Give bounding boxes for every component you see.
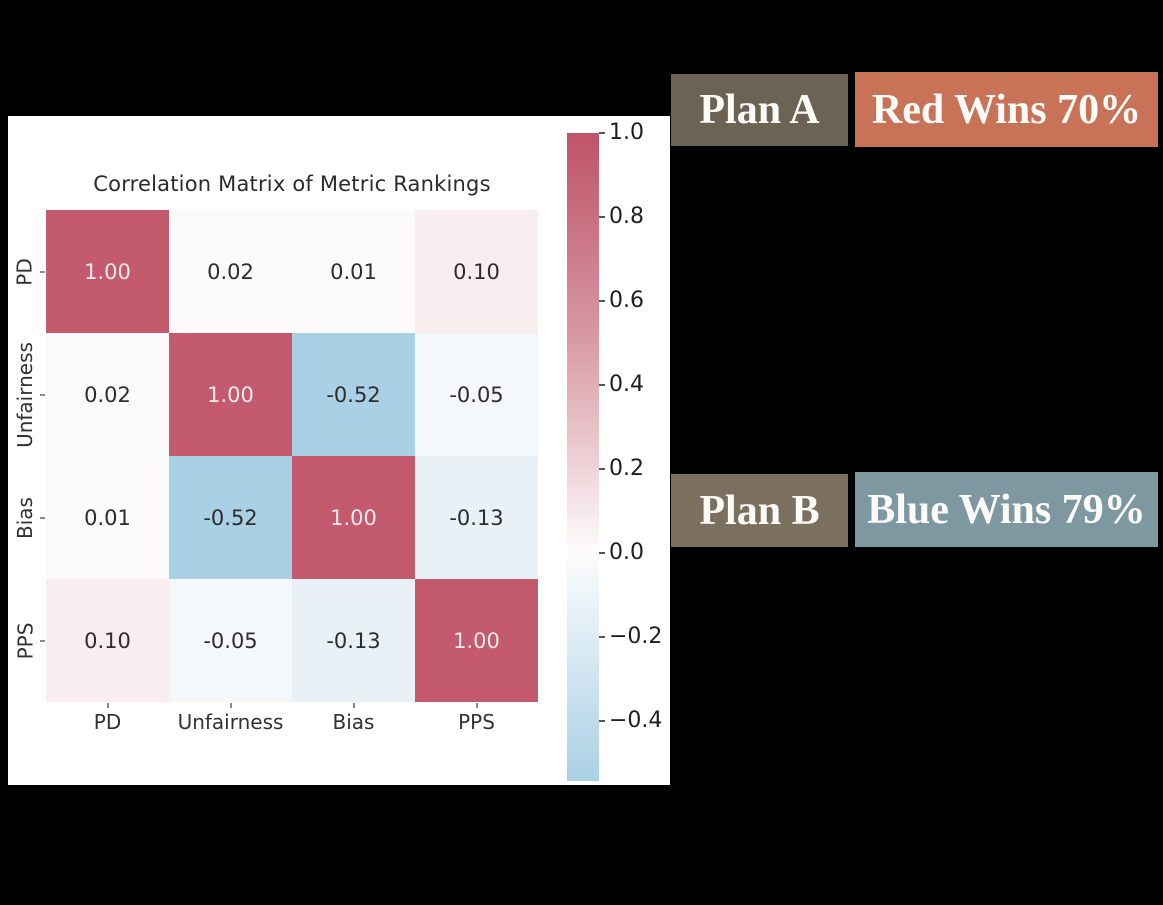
y-axis-label: Bias bbox=[13, 496, 38, 539]
colorbar-tick-label: 0.4 bbox=[609, 372, 644, 397]
colorbar-tick bbox=[599, 552, 605, 554]
y-axis-tick bbox=[40, 271, 45, 273]
y-axis-tick bbox=[40, 517, 45, 519]
x-axis-label: PD bbox=[93, 710, 122, 734]
colorbar-tick bbox=[599, 468, 605, 470]
heatmap-cell: 1.00 bbox=[169, 333, 292, 456]
blue-wins-label: Blue Wins 79% bbox=[867, 486, 1146, 533]
colorbar-tick bbox=[599, 636, 605, 638]
colorbar-tick bbox=[599, 384, 605, 386]
colorbar-tick-label: 0.0 bbox=[609, 540, 644, 565]
x-axis-tick bbox=[107, 703, 109, 708]
colorbar-tick-label: 0.2 bbox=[609, 456, 644, 481]
x-axis-tick bbox=[353, 703, 355, 708]
colorbar-tick bbox=[599, 132, 605, 134]
heatmap-cell: 0.02 bbox=[46, 333, 169, 456]
heatmap-cell: -0.13 bbox=[415, 456, 538, 579]
plan-b-tag: Plan B bbox=[671, 474, 848, 547]
red-wins-label: Red Wins 70% bbox=[871, 86, 1142, 133]
heatmap-cell: 1.00 bbox=[46, 210, 169, 333]
heatmap-cell: -0.13 bbox=[292, 579, 415, 702]
heatmap-cell: 1.00 bbox=[415, 579, 538, 702]
y-axis-label: Unfairness bbox=[13, 341, 38, 448]
heatmap-cell: 0.10 bbox=[415, 210, 538, 333]
y-axis-tick bbox=[40, 394, 45, 396]
x-axis-label: Unfairness bbox=[177, 710, 284, 734]
x-axis-tick bbox=[476, 703, 478, 708]
y-axis-label: PD bbox=[13, 257, 37, 286]
heatmap-cell: -0.05 bbox=[169, 579, 292, 702]
y-axis-tick bbox=[40, 640, 45, 642]
red-wins-tag: Red Wins 70% bbox=[855, 72, 1158, 147]
correlation-figure-panel: Correlation Matrix of Metric Rankings 1.… bbox=[8, 116, 670, 785]
colorbar bbox=[567, 133, 599, 781]
heatmap-cell: -0.52 bbox=[292, 333, 415, 456]
colorbar-tick bbox=[599, 720, 605, 722]
heatmap-cell: -0.52 bbox=[169, 456, 292, 579]
plan-b-label: Plan B bbox=[699, 487, 820, 534]
heatmap-cell: 0.02 bbox=[169, 210, 292, 333]
colorbar-tick-label: 1.0 bbox=[609, 120, 644, 145]
colorbar-tick bbox=[599, 300, 605, 302]
x-axis-label: Bias bbox=[332, 710, 375, 734]
plan-a-label: Plan A bbox=[699, 87, 820, 133]
correlation-heatmap: 1.00 0.02 0.01 0.10 0.02 1.00 -0.52 -0.05 0.01 -0… bbox=[46, 210, 538, 702]
heatmap-cell: 0.01 bbox=[292, 210, 415, 333]
plan-a-tag: Plan A bbox=[671, 74, 848, 146]
colorbar-tick-label: 0.6 bbox=[609, 288, 644, 313]
heatmap-cell: 1.00 bbox=[292, 456, 415, 579]
colorbar-tick-label: −0.2 bbox=[609, 624, 663, 649]
x-axis-label: PPS bbox=[458, 710, 495, 734]
x-axis-tick bbox=[230, 703, 232, 708]
heatmap-cell: -0.05 bbox=[415, 333, 538, 456]
y-axis-label: PPS bbox=[13, 622, 38, 659]
chart-title: Correlation Matrix of Metric Rankings bbox=[93, 172, 491, 196]
colorbar-tick-label: −0.4 bbox=[609, 708, 663, 733]
heatmap-cell: 0.01 bbox=[46, 456, 169, 579]
colorbar-tick-label: 0.8 bbox=[609, 204, 644, 229]
blue-wins-tag: Blue Wins 79% bbox=[855, 472, 1158, 547]
colorbar-tick bbox=[599, 216, 605, 218]
heatmap-cell: 0.10 bbox=[46, 579, 169, 702]
